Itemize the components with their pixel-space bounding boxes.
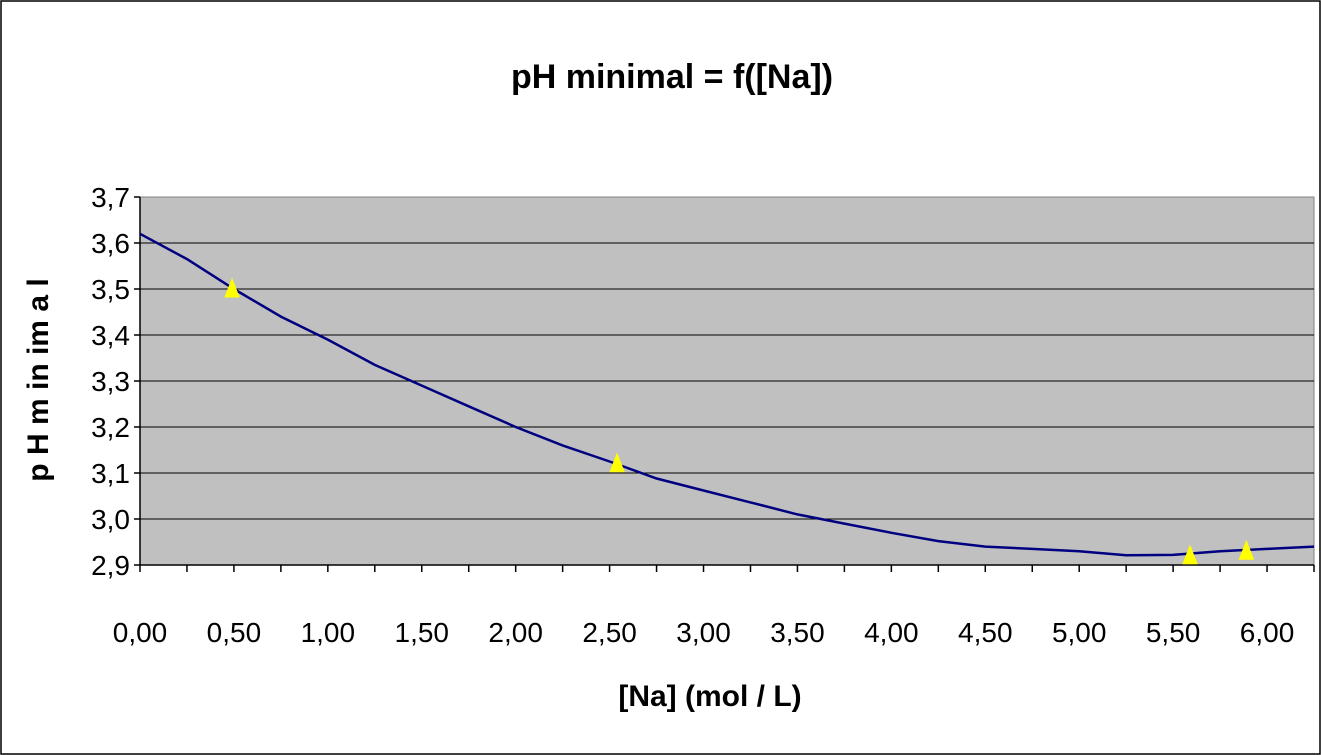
y-tick-label: 3,4 <box>91 320 130 351</box>
series-markers <box>224 277 1255 565</box>
x-tick-label: 6,00 <box>1240 617 1295 648</box>
x-tick-label: 0,00 <box>113 617 168 648</box>
y-tick-label: 3,5 <box>91 274 130 305</box>
x-tick-label: 0,50 <box>207 617 262 648</box>
data-line <box>139 232 1315 557</box>
y-tick-label: 3,3 <box>91 366 130 397</box>
y-tick-label: 2,9 <box>91 550 130 581</box>
data-point-marker <box>1182 544 1198 565</box>
x-tick-label: 3,00 <box>676 617 731 648</box>
x-axis-title: [Na] (mol / L) <box>618 680 801 713</box>
y-tick-label: 3,1 <box>91 458 130 489</box>
x-tick-label: 1,00 <box>301 617 356 648</box>
x-tick-label: 2,00 <box>488 617 543 648</box>
x-tick-label: 5,50 <box>1146 617 1201 648</box>
x-tick-label: 2,50 <box>582 617 637 648</box>
x-tick-label: 3,50 <box>770 617 825 648</box>
data-point-marker <box>1238 539 1255 560</box>
data-point-marker <box>609 452 625 473</box>
chart-title: pH minimal = f([Na]) <box>511 58 833 96</box>
y-tick-label: 3,6 <box>91 228 130 259</box>
x-tick-label: 4,00 <box>864 617 919 648</box>
x-tick-label: 1,50 <box>395 617 450 648</box>
data-point-marker <box>224 277 240 298</box>
axes <box>134 196 1315 572</box>
x-tick-label: 5,00 <box>1052 617 1107 648</box>
y-tick-labels: 2,9 3,0 3,1 3,2 3,3 3,4 3,5 3,6 3,7 <box>91 182 130 581</box>
x-tick-labels: 0,00 0,50 1,00 1,50 2,00 2,50 3,00 3,50 4,00 4,50… <box>113 617 1295 648</box>
x-tick-label: 4,50 <box>958 617 1013 648</box>
grid-lines <box>140 242 1314 520</box>
y-axis-title: p H m in im a l <box>22 278 55 481</box>
y-tick-label: 3,0 <box>91 504 130 535</box>
series-line <box>139 232 1315 557</box>
y-tick-label: 3,2 <box>91 412 130 443</box>
y-tick-label: 3,7 <box>91 182 130 213</box>
